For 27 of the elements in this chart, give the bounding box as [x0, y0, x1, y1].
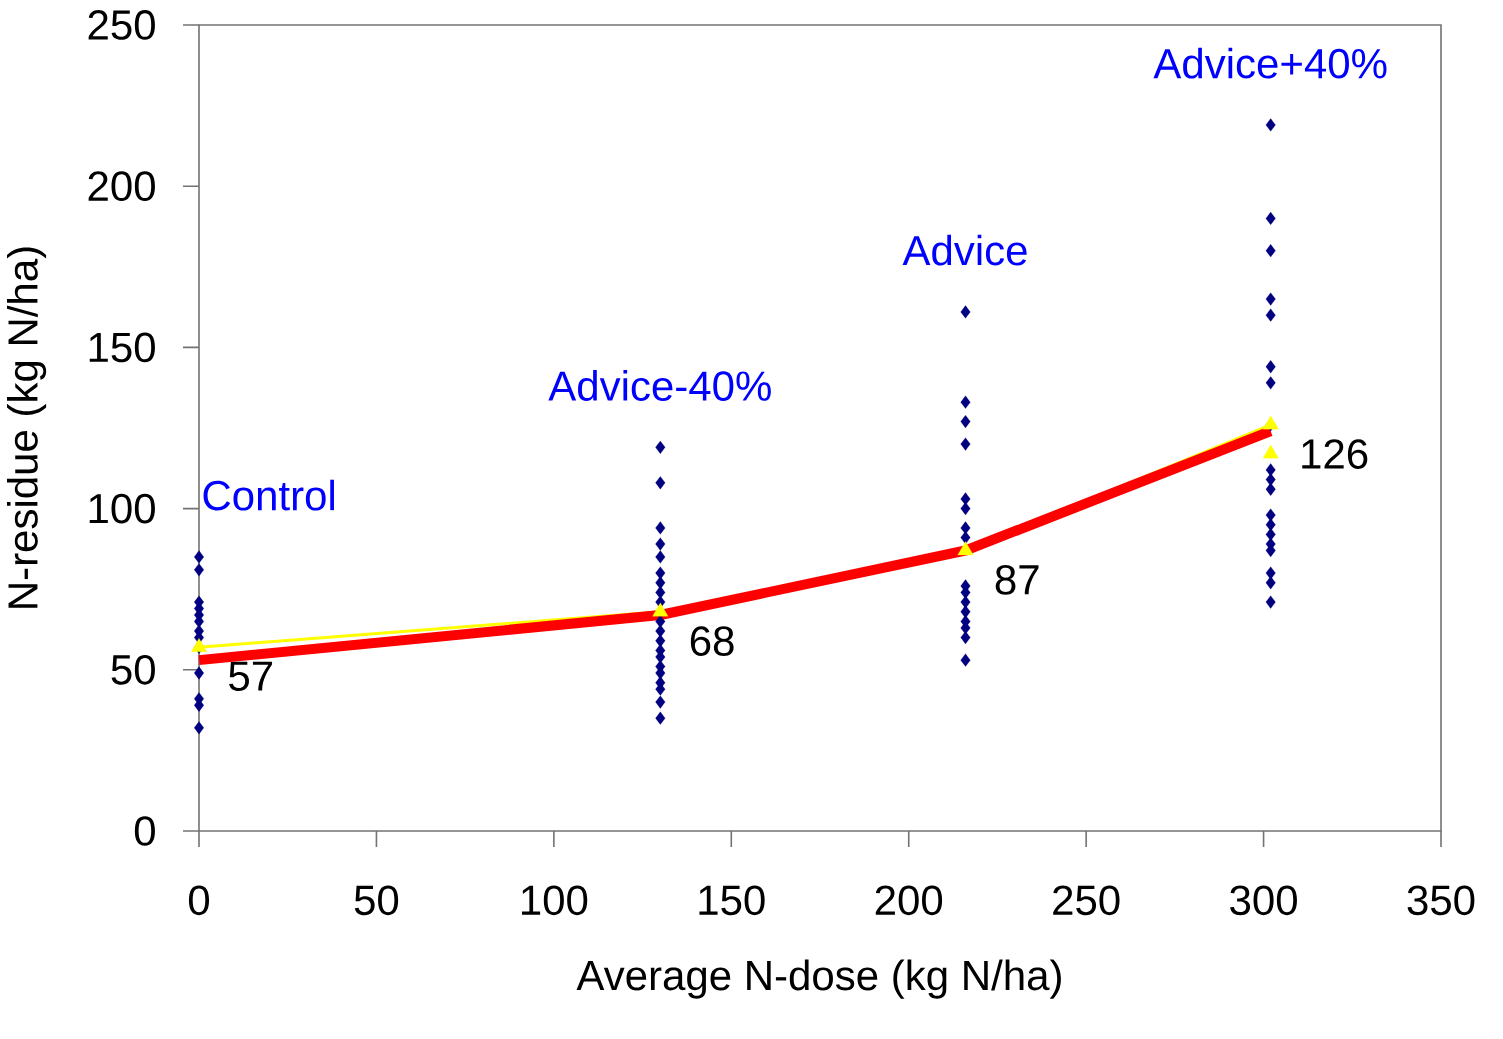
- data-label: 68: [690, 626, 734, 656]
- data-label: 87: [995, 564, 1039, 595]
- x-axis-title: Average N-dose (kg N/ha): [576, 959, 1061, 999]
- annotation: Advice-40%: [548, 370, 771, 401]
- x-tick-label: 300: [1230, 885, 1297, 916]
- point: [652, 602, 669, 617]
- annotation: Advice: [902, 234, 1027, 266]
- y-tick-label: 250: [88, 10, 155, 40]
- x-tick-label: 250: [1053, 885, 1120, 916]
- x-tick-label: 0: [188, 885, 210, 916]
- x-tick-label: 100: [522, 885, 588, 916]
- y-tick-label: 100: [89, 493, 155, 524]
- y-tick-label: 50: [111, 654, 155, 685]
- point: [1262, 444, 1279, 459]
- y-axis-title: N-residue (kg N/ha): [6, 247, 47, 608]
- x-tick-label: 350: [1407, 885, 1475, 916]
- x-tick-label: 200: [875, 885, 943, 916]
- y-tick-label: 0: [134, 816, 155, 846]
- point: [957, 541, 974, 556]
- annotation: Control: [203, 479, 334, 511]
- x-tick-label: 50: [354, 885, 399, 916]
- annotation: Advice+40%: [1153, 47, 1387, 79]
- data-label: 126: [1302, 439, 1368, 469]
- data-label: 57: [229, 661, 272, 691]
- y-tick-label: 150: [89, 332, 155, 363]
- x-tick-label: 150: [699, 885, 765, 916]
- y-tick-label: 200: [88, 171, 155, 202]
